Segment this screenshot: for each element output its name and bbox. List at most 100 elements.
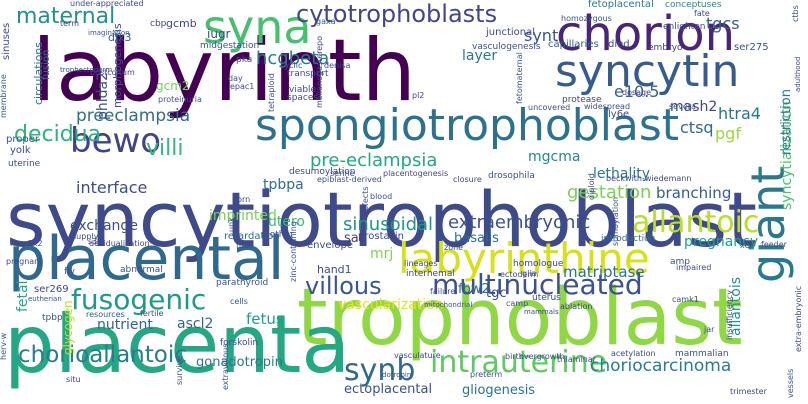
cloud-word: decidualization <box>89 239 150 248</box>
cloud-word: imagination <box>88 29 130 37</box>
cloud-word: unk <box>227 217 236 232</box>
cloud-word: vasculature <box>394 351 441 360</box>
cloud-word: zinc-containing <box>289 221 298 282</box>
cloud-word: conceptuses <box>665 0 722 10</box>
cloud-word: glycogen <box>61 300 75 355</box>
cloud-word: viable <box>289 85 317 95</box>
cloud-word: camk1 <box>672 295 699 304</box>
cloud-word: decidua <box>14 122 102 147</box>
cloud-word: placentogenesis <box>383 169 449 178</box>
cloud-word: syncytiotrophoblast <box>6 175 758 264</box>
cloud-word: vessels <box>786 368 795 398</box>
cloud-word: cells <box>230 297 248 306</box>
cloud-word: interface <box>76 178 148 197</box>
cloud-word: gliogenesis <box>462 383 536 398</box>
cloud-word: junctional <box>486 27 536 38</box>
cloud-word: xci <box>740 241 752 250</box>
cloud-word: gestation <box>567 182 652 203</box>
cloud-word: fuse <box>236 241 253 250</box>
cloud-word: pregnant <box>6 257 43 266</box>
cloud-word: situ <box>66 375 81 384</box>
cloud-word: membrane <box>0 74 8 118</box>
cloud-word: synb <box>344 353 416 388</box>
cloud-word: villous <box>305 272 382 300</box>
cloud-word: htra4 <box>718 104 761 123</box>
cloud-word: epac1 <box>230 82 255 91</box>
cloud-word: diploid <box>587 173 596 200</box>
cloud-word: ablation <box>560 302 593 311</box>
cloud-word: prostasin <box>358 231 404 242</box>
cloud-word: spongiotrophoblast <box>255 100 680 151</box>
cloud-word: term <box>60 19 79 28</box>
cloud-word: phlda2 <box>95 71 111 120</box>
cloud-word: embryo <box>648 43 683 53</box>
cloud-word: midgestation <box>200 41 260 51</box>
cloud-word: proper <box>6 134 39 145</box>
cloud-word: ly6e <box>608 109 630 120</box>
cloud-word: failure <box>430 287 456 296</box>
cloud-word: epiblast-derived <box>317 175 382 184</box>
cloud-word: allantoic <box>632 205 760 240</box>
cloud-word: syncytin <box>555 46 740 97</box>
cloud-word: parathyroid <box>216 278 269 288</box>
cloud-word: preeclampsia <box>76 106 191 126</box>
cloud-word: gonadotropin <box>196 355 283 370</box>
cloud-word: vasculogenesis <box>472 42 541 52</box>
cloud-word: enlighten <box>663 22 706 32</box>
cloud-word: forskolin <box>220 338 259 348</box>
cloud-word: mrj <box>370 246 394 262</box>
cloud-word: fly <box>64 267 75 277</box>
cloud-word: impaired <box>676 263 712 272</box>
cloud-word: fbw2 <box>458 282 490 297</box>
cloud-word: dlx3 <box>108 31 132 44</box>
cloud-word: sinusoidal <box>343 214 434 235</box>
cloud-word: extraembryonic <box>448 212 591 233</box>
cloud-word: glia <box>522 269 537 278</box>
cloud-word: fetoplacental <box>588 0 654 10</box>
cloud-word: nutrient <box>97 317 153 333</box>
cloud-word: sinuses <box>1 22 12 60</box>
cloud-word: under-appreciated <box>70 0 144 8</box>
cloud-word: trophoblast <box>297 273 743 363</box>
cloud-word: ectoderm <box>500 270 539 279</box>
cloud-word: survive <box>175 355 184 385</box>
cloud-word: uncovered <box>528 103 571 112</box>
cloud-word: chorion <box>556 6 736 62</box>
cloud-word: homozygous <box>561 14 612 23</box>
cloud-word: sumoylation <box>611 196 620 246</box>
cloud-word: proteinuria <box>158 95 202 104</box>
cloud-word: mother <box>261 230 294 240</box>
cloud-word: introduction <box>601 234 656 244</box>
cloud-word: utero <box>268 214 305 230</box>
cloud-word: preterm <box>470 370 503 379</box>
cloud-word: ctsq <box>680 118 714 137</box>
cloud-word: birth <box>505 352 524 361</box>
cloud-word: interhemal <box>406 269 455 279</box>
cloud-word: mash2 <box>670 99 718 115</box>
cloud-word: placental <box>8 224 285 294</box>
cloud-word: matriptase <box>563 263 645 281</box>
cloud-word: e10.5 <box>614 82 660 101</box>
cloud-word: multinucleated <box>432 268 643 301</box>
cloud-word: mellanogaster <box>315 50 324 108</box>
cloud-word: fusogenic <box>71 283 207 316</box>
cloud-word: ser275 <box>734 42 769 53</box>
cloud-word: dosage <box>622 88 652 97</box>
cloud-word: pre-eclampsia <box>310 150 438 171</box>
cloud-word: desumoylation <box>289 167 356 177</box>
cloud-word: serine <box>330 169 355 178</box>
cloud-word: fertile <box>140 309 164 318</box>
cloud-word: map2k2 <box>10 239 43 248</box>
cloud-word: exchange <box>70 218 138 234</box>
cloud-word: intrauterine <box>430 345 608 380</box>
cloud-word: syna <box>203 0 312 54</box>
cloud-word: zone <box>444 243 464 252</box>
cloud-word: cbp <box>150 19 167 29</box>
cloud-word: tgc <box>486 286 507 301</box>
cloud-word: dotropin <box>382 371 412 379</box>
cloud-word: iugr <box>207 27 231 41</box>
cloud-word: basalis <box>454 231 499 246</box>
cloud-word: restriction <box>779 89 794 155</box>
cloud-word: tgcs <box>706 14 740 33</box>
